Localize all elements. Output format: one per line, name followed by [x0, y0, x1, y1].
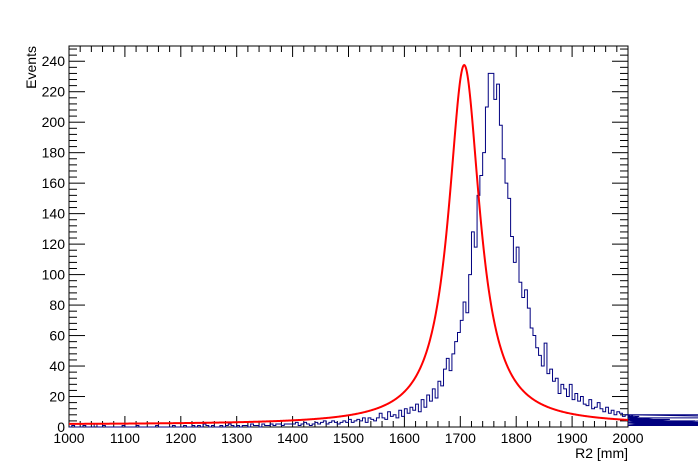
x-tick-label: 1800 — [501, 430, 532, 446]
x-tick-label: 1900 — [557, 430, 588, 446]
x-tick-label: 1600 — [389, 430, 420, 446]
fit-curve — [69, 63, 629, 425]
x-tick-label: 1200 — [165, 430, 196, 446]
x-axis-title: R2 [mm] — [575, 445, 628, 461]
y-tick-label: 20 — [49, 389, 65, 405]
y-tick-label: 40 — [49, 358, 65, 374]
y-tick-label: 0 — [57, 419, 65, 435]
y-tick-label: 140 — [42, 206, 66, 222]
x-tick-label: 1300 — [221, 430, 252, 446]
x-tick-label: 1100 — [110, 430, 140, 446]
x-tick-label: 1400 — [277, 430, 308, 446]
y-axis-title: Events — [23, 46, 39, 89]
x-tick-label: 2000 — [612, 430, 643, 446]
y-tick-label: 60 — [49, 328, 65, 344]
x-tick-label: 1500 — [333, 430, 364, 446]
axes: 1000 1100 1200 1300 1400 1500 1600 1700 1800 1900… — [42, 46, 644, 446]
x-tick-label: 1700 — [445, 430, 476, 446]
y-tick-label: 120 — [42, 236, 66, 252]
y-tick-label: 80 — [49, 297, 65, 313]
y-tick-label: 180 — [42, 145, 66, 161]
y-tick-label: 200 — [42, 114, 66, 130]
y-tick-label: 160 — [42, 175, 66, 191]
y-tick-label: 100 — [42, 267, 66, 283]
histogram-series — [69, 72, 698, 428]
y-tick-label: 240 — [42, 53, 66, 69]
x-tick-label: 1000 — [53, 430, 84, 446]
plot-frame — [68, 45, 629, 428]
y-tick-label: 220 — [42, 84, 66, 100]
